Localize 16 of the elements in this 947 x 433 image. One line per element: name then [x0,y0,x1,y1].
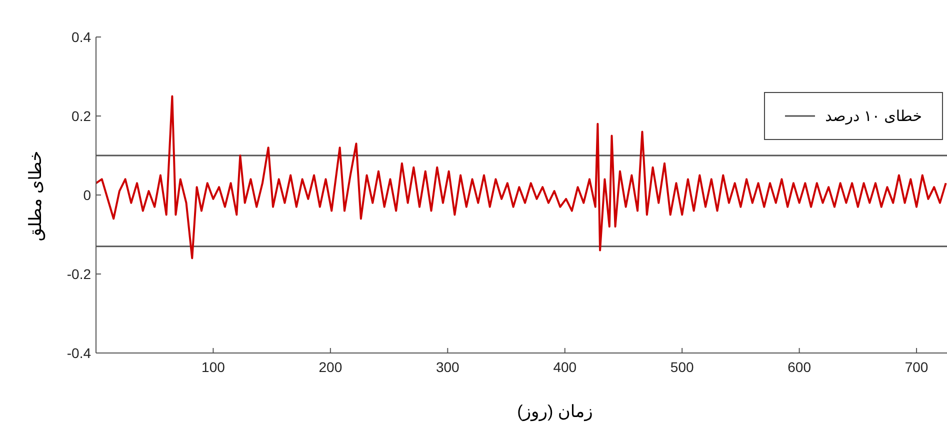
line-series [96,95,947,260]
x-tick-label: 200 [318,358,342,375]
legend-label: خطای ۱۰ درصد [825,107,922,125]
x-tick-label: 400 [553,358,577,375]
y-tick-label: 0.4 [72,28,92,45]
y-tick-label: 0.2 [72,108,92,124]
y-axis-title: خطای مطلق [26,150,46,242]
y-tick-label: -0.2 [66,266,92,282]
x-axis-title: زمان (روز) [517,402,593,422]
y-tick-label: 0 [83,186,92,203]
x-tick-label: 700 [904,358,928,375]
x-tick-label: 300 [436,358,460,375]
x-tick-label: 500 [670,358,694,375]
x-tick-label: 600 [788,358,812,375]
y-tick-label: -0.4 [66,344,92,361]
x-tick-label: 100 [202,358,226,375]
